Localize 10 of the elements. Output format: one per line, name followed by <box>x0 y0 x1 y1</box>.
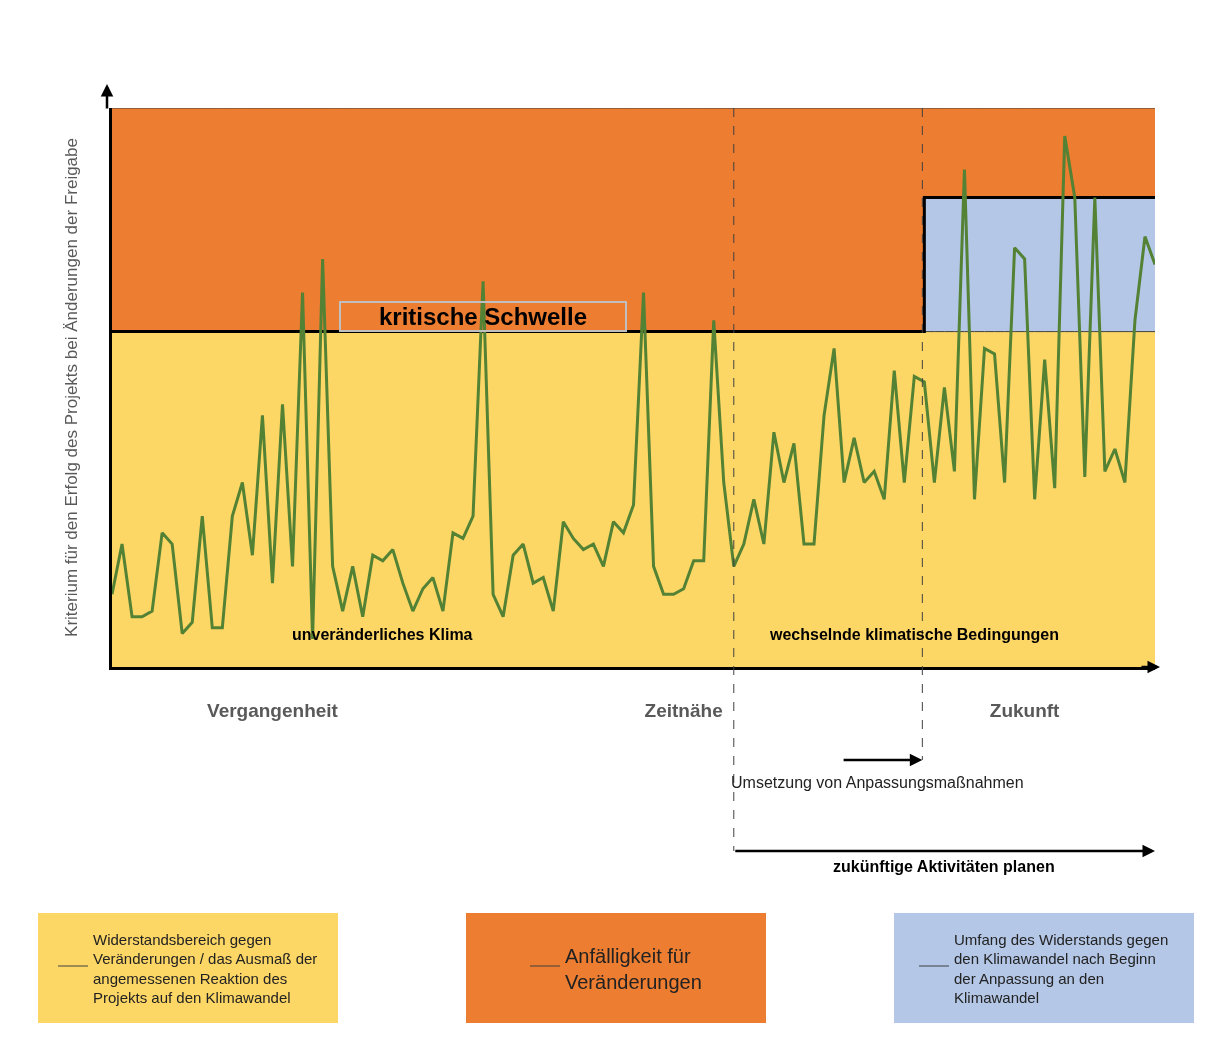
legend-label: Umfang des Widerstands gegen den Klimawandel nach Beginn der Anpassung an den Klimawandel <box>954 930 1169 1007</box>
text: zukünftige Aktivitäten planen <box>833 858 1055 875</box>
x-tick-label: Zukunft <box>989 699 1061 721</box>
annotation: kritische Schwelle <box>378 303 588 330</box>
x-tick-label: Vergangenheit <box>207 699 339 721</box>
y-axis-title: Kriterium für den Erfolg des Projekts bei Änderungen der Freigabe <box>61 138 81 637</box>
text: Umsetzung von Anpassungsmaßnahmen <box>731 774 1024 791</box>
legend-label: Anfälligkeit für Veränderungen <box>565 944 702 993</box>
x-tick-label: Zeitnähe <box>644 699 723 721</box>
legend-label: Widerstandsbereich gegen Veränderungen / das Ausmaß der angemessenen Reaktion des Projekts auf den Klimawandel <box>93 930 318 1007</box>
